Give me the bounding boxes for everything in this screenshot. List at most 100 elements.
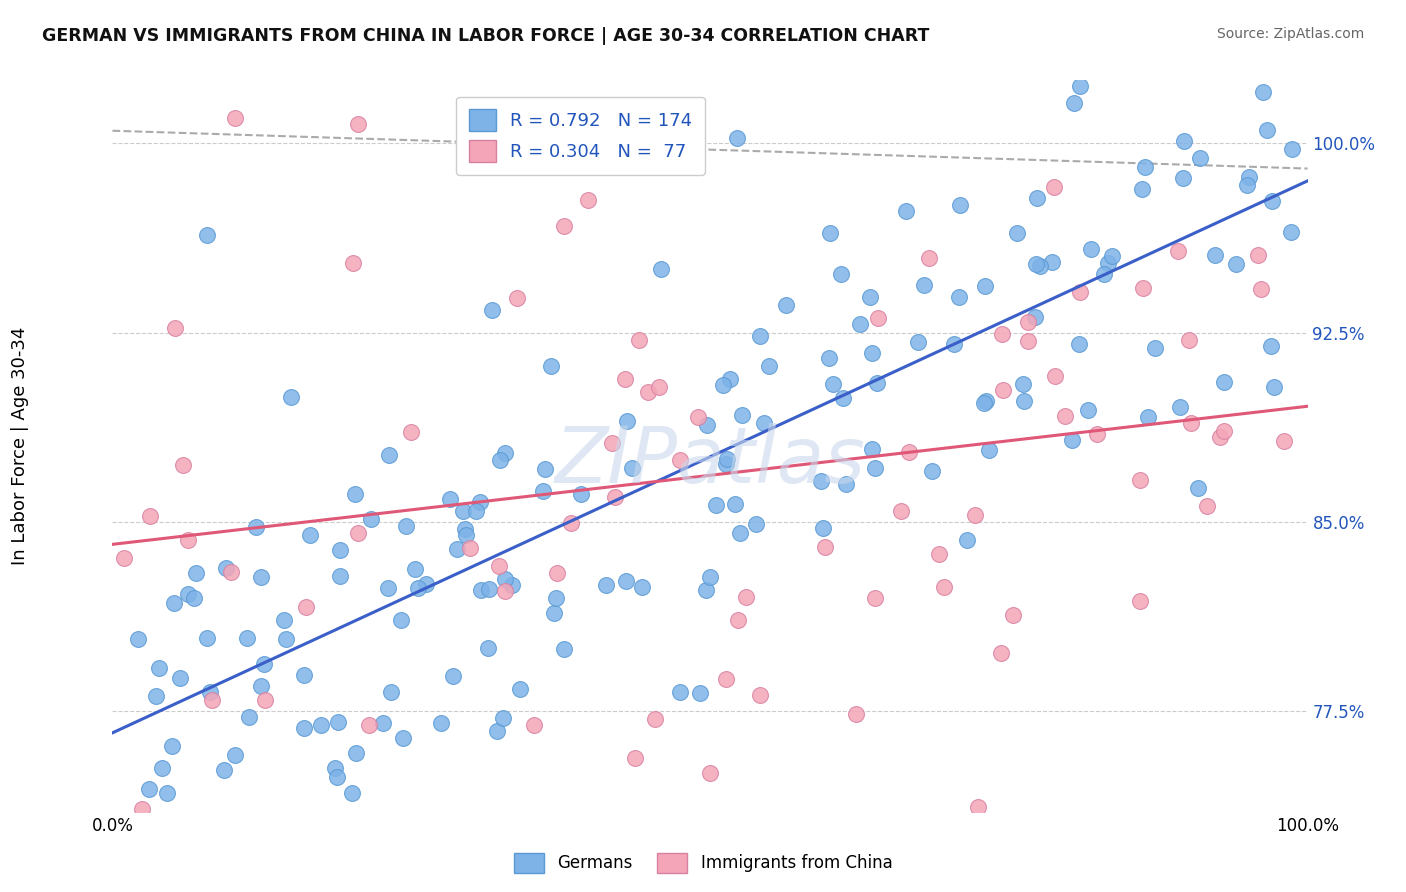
Point xyxy=(494,572,516,586)
Point xyxy=(811,521,834,535)
Point xyxy=(172,458,194,473)
Point xyxy=(744,517,766,532)
Point xyxy=(458,541,481,555)
Point xyxy=(148,661,170,675)
Point xyxy=(1213,375,1236,389)
Point xyxy=(215,560,238,574)
Point xyxy=(1132,281,1154,295)
Point xyxy=(814,540,837,554)
Point xyxy=(494,584,516,599)
Point xyxy=(1143,341,1166,355)
Point xyxy=(454,522,477,536)
Point xyxy=(389,613,412,627)
Point xyxy=(1173,134,1195,148)
Point xyxy=(714,457,737,471)
Point xyxy=(325,770,347,784)
Point xyxy=(235,631,257,645)
Point xyxy=(523,718,546,732)
Point xyxy=(1001,607,1024,622)
Point xyxy=(1025,257,1047,271)
Point xyxy=(832,392,855,406)
Point xyxy=(613,372,636,386)
Point xyxy=(1017,315,1039,329)
Point xyxy=(492,711,515,725)
Point xyxy=(1167,244,1189,258)
Point xyxy=(616,414,638,428)
Point xyxy=(576,193,599,207)
Point xyxy=(347,526,370,541)
Point xyxy=(1067,54,1090,68)
Point xyxy=(1197,500,1219,514)
Point xyxy=(344,747,367,761)
Point xyxy=(890,504,912,518)
Point xyxy=(221,565,243,579)
Point xyxy=(359,718,381,732)
Point xyxy=(177,533,200,547)
Point xyxy=(735,590,758,604)
Text: ZIPatlas: ZIPatlas xyxy=(554,423,866,499)
Point xyxy=(540,359,562,373)
Point xyxy=(1187,63,1209,78)
Point xyxy=(714,673,737,687)
Point xyxy=(360,512,382,526)
Point xyxy=(1225,257,1247,271)
Point xyxy=(907,334,929,349)
Point xyxy=(1133,160,1156,174)
Point xyxy=(605,491,627,505)
Point xyxy=(404,562,426,576)
Point xyxy=(600,435,623,450)
Point xyxy=(912,278,935,293)
Point xyxy=(1168,401,1191,415)
Point xyxy=(967,800,990,814)
Point xyxy=(323,761,346,775)
Point xyxy=(1236,178,1258,193)
Point xyxy=(533,461,555,475)
Point xyxy=(395,519,418,533)
Point xyxy=(818,351,841,365)
Text: GERMAN VS IMMIGRANTS FROM CHINA IN LABOR FORCE | AGE 30-34 CORRELATION CHART: GERMAN VS IMMIGRANTS FROM CHINA IN LABOR… xyxy=(42,27,929,45)
Point xyxy=(127,632,149,646)
Point xyxy=(650,262,672,277)
Point xyxy=(859,290,882,304)
Point xyxy=(1040,255,1063,269)
Point xyxy=(993,383,1015,397)
Point xyxy=(454,527,477,541)
Point xyxy=(610,104,633,119)
Point xyxy=(343,487,366,501)
Point xyxy=(544,591,567,605)
Point xyxy=(441,669,464,683)
Point xyxy=(758,359,780,374)
Point xyxy=(163,596,186,610)
Point xyxy=(292,722,315,736)
Point xyxy=(727,613,749,627)
Point xyxy=(644,712,666,726)
Point xyxy=(1187,481,1209,495)
Point xyxy=(823,377,845,392)
Point xyxy=(212,764,235,778)
Point xyxy=(138,509,160,524)
Point xyxy=(553,642,575,657)
Point xyxy=(1180,416,1202,430)
Point xyxy=(138,782,160,797)
Point xyxy=(775,298,797,312)
Point xyxy=(1063,96,1085,111)
Point xyxy=(1279,225,1302,239)
Point xyxy=(195,632,218,646)
Point xyxy=(163,321,186,335)
Point xyxy=(1029,259,1052,273)
Point xyxy=(669,685,692,699)
Point xyxy=(477,641,499,656)
Point xyxy=(280,390,302,404)
Point xyxy=(273,613,295,627)
Point xyxy=(696,418,718,433)
Point xyxy=(489,453,512,467)
Point xyxy=(485,723,508,738)
Point xyxy=(928,547,950,561)
Point xyxy=(1251,85,1274,99)
Point xyxy=(860,442,883,456)
Point xyxy=(415,577,437,591)
Point xyxy=(340,786,363,800)
Point xyxy=(1130,181,1153,195)
Point xyxy=(695,582,717,597)
Point xyxy=(896,204,918,219)
